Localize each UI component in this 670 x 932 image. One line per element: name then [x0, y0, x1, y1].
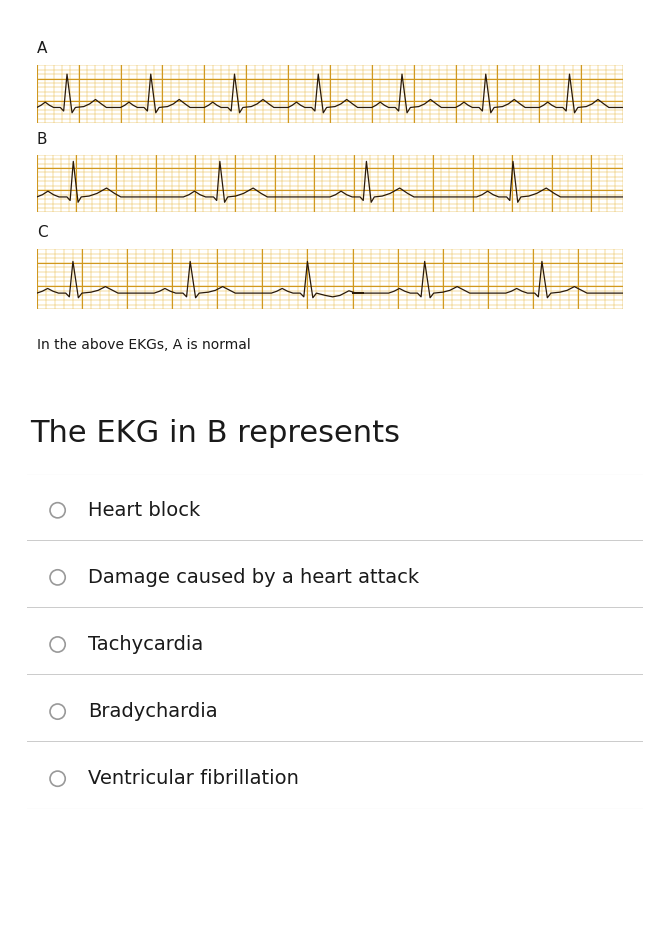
- Point: [52, 637, 63, 652]
- Point: [52, 503, 63, 518]
- Text: Heart block: Heart block: [88, 500, 201, 520]
- Point: [52, 570, 63, 585]
- Point: [52, 771, 63, 786]
- Text: Bradychardia: Bradychardia: [88, 702, 218, 721]
- Text: Ventricular fibrillation: Ventricular fibrillation: [88, 769, 299, 788]
- Text: C: C: [37, 226, 48, 240]
- Text: B: B: [37, 132, 48, 147]
- Text: The EKG in B represents: The EKG in B represents: [30, 418, 400, 448]
- Text: In the above EKGs, A is normal: In the above EKGs, A is normal: [37, 337, 251, 352]
- Text: Damage caused by a heart attack: Damage caused by a heart attack: [88, 568, 419, 587]
- Text: A: A: [37, 41, 47, 56]
- Point: [52, 705, 63, 720]
- Text: Tachycardia: Tachycardia: [88, 635, 204, 654]
